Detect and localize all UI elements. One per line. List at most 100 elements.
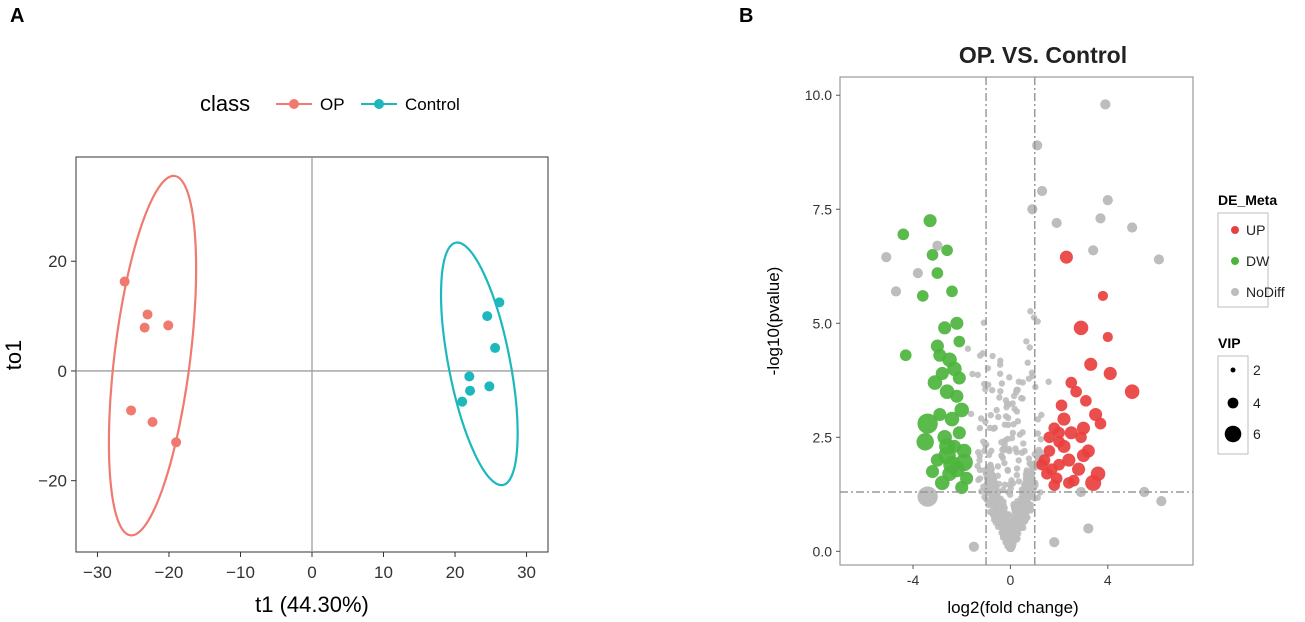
volcano-point-nodiff bbox=[994, 463, 1002, 470]
panel-a-y-tick-label: −20 bbox=[38, 472, 67, 491]
volcano-point-nodiff bbox=[1037, 436, 1045, 443]
panel-b-x-tick-label: 4 bbox=[1104, 572, 1112, 588]
panel-a-x-tick-label: 10 bbox=[374, 563, 393, 582]
volcano-point-nodiff bbox=[996, 394, 1003, 401]
panel-b-x-axis-label: log2(fold change) bbox=[947, 598, 1078, 617]
volcano-point-nodiff bbox=[996, 370, 1004, 377]
panel-b-x-tick-label: 0 bbox=[1007, 572, 1015, 588]
volcano-point-nodiff bbox=[1005, 445, 1013, 453]
volcano-point-nodiff bbox=[1014, 418, 1022, 425]
legend-b-color-title: DE_Meta bbox=[1218, 192, 1277, 208]
panel-a-y-tick-label: 0 bbox=[58, 362, 67, 381]
volcano-point-up bbox=[1057, 412, 1071, 426]
panel-a-point-control bbox=[464, 371, 475, 382]
panel-a-legend: class OP Control bbox=[200, 91, 460, 116]
legend-b-label-up: UP bbox=[1246, 222, 1265, 238]
volcano-point-nodiff bbox=[1021, 502, 1029, 509]
volcano-point-nodiff bbox=[1012, 520, 1020, 527]
volcano-point-nodiff bbox=[976, 457, 983, 464]
volcano-point-dw bbox=[946, 285, 958, 298]
legend-b-size-label: 6 bbox=[1253, 426, 1261, 442]
volcano-point-nodiff bbox=[1025, 455, 1033, 462]
volcano-point-nodiff bbox=[994, 516, 1001, 523]
volcano-point-nodiff bbox=[1037, 489, 1044, 496]
volcano-point-nodiff bbox=[986, 424, 994, 432]
volcano-point-nodiff bbox=[968, 541, 979, 552]
volcano-point-nodiff bbox=[881, 252, 892, 263]
volcano-point-up bbox=[1063, 477, 1075, 489]
volcano-point-nodiff bbox=[976, 424, 984, 432]
volcano-point-nodiff bbox=[1001, 459, 1008, 467]
volcano-point-nodiff bbox=[986, 463, 994, 470]
volcano-point-up bbox=[1043, 431, 1056, 444]
volcano-point-up bbox=[1076, 421, 1090, 435]
panel-b-title: OP. VS. Control bbox=[959, 42, 1127, 68]
volcano-point-nodiff bbox=[1022, 509, 1029, 517]
volcano-point-nodiff bbox=[1014, 386, 1021, 394]
volcano-point-dw bbox=[950, 316, 964, 330]
panel-a-point-op bbox=[147, 416, 158, 427]
volcano-point-nodiff bbox=[1083, 523, 1094, 534]
legend-a-entry-label: Control bbox=[405, 95, 460, 114]
volcano-point-nodiff bbox=[969, 370, 976, 378]
volcano-point-up bbox=[1055, 399, 1068, 412]
volcano-point-nodiff bbox=[1026, 488, 1033, 496]
volcano-point-nodiff bbox=[1026, 476, 1033, 484]
volcano-point-nodiff bbox=[1001, 481, 1009, 488]
volcano-point-dw bbox=[930, 453, 944, 467]
volcano-point-nodiff bbox=[932, 240, 943, 251]
volcano-point-up bbox=[1059, 250, 1073, 264]
volcano-point-nodiff bbox=[1156, 496, 1167, 507]
volcano-point-nodiff bbox=[1018, 449, 1026, 456]
legend-b-size-key bbox=[1227, 397, 1239, 409]
panel-a-x-tick-label: 0 bbox=[307, 563, 316, 582]
volcano-point-nodiff bbox=[1012, 505, 1023, 516]
panel-a-point-op bbox=[142, 309, 153, 320]
volcano-point-nodiff bbox=[1019, 429, 1026, 436]
volcano-point-nodiff bbox=[1024, 359, 1031, 366]
volcano-point-up bbox=[1097, 290, 1109, 302]
panel-b-plot-area bbox=[839, 76, 1194, 566]
volcano-point-nodiff bbox=[1018, 394, 1025, 402]
volcano-point-nodiff bbox=[975, 476, 982, 484]
panel-b-y-tick-label: 7.5 bbox=[813, 201, 833, 217]
volcano-point-nodiff bbox=[990, 507, 998, 514]
panel-b-y-tick-label: 5.0 bbox=[813, 315, 833, 331]
legend-b-key-dw bbox=[1231, 257, 1239, 265]
volcano-point-nodiff bbox=[1023, 338, 1030, 345]
panel-a-y-axis-label: to1 bbox=[1, 340, 26, 371]
panel-a-x-tick-label: −30 bbox=[83, 563, 112, 582]
volcano-point-nodiff bbox=[1001, 441, 1008, 448]
panel-a-point-control bbox=[490, 342, 501, 353]
legend-b-size-label: 4 bbox=[1253, 395, 1261, 411]
volcano-point-nodiff bbox=[1036, 185, 1048, 197]
volcano-point-nodiff bbox=[1020, 440, 1027, 447]
volcano-point-dw bbox=[917, 413, 938, 434]
volcano-point-nodiff bbox=[1009, 480, 1017, 487]
volcano-point-nodiff bbox=[1013, 448, 1020, 456]
volcano-point-dw bbox=[916, 433, 934, 451]
volcano-point-dw bbox=[927, 375, 943, 390]
panel-a-x-axis-label: t1 (44.30%) bbox=[255, 592, 369, 617]
panel-a-point-control bbox=[494, 297, 505, 308]
volcano-point-nodiff bbox=[1006, 545, 1013, 552]
volcano-point-dw bbox=[897, 228, 910, 241]
volcano-point-nodiff bbox=[1034, 494, 1041, 501]
volcano-point-nodiff bbox=[964, 345, 972, 352]
panel-a-ellipse-op bbox=[107, 174, 198, 537]
legend-b-size-key bbox=[1224, 425, 1242, 443]
volcano-point-up bbox=[1036, 458, 1048, 471]
volcano-point-up bbox=[1072, 462, 1086, 476]
volcano-point-dw bbox=[925, 464, 940, 479]
volcano-point-nodiff bbox=[999, 533, 1007, 540]
legend-b-color-box bbox=[1217, 212, 1269, 308]
volcano-point-nodiff bbox=[967, 410, 975, 418]
volcano-point-dw bbox=[899, 349, 912, 362]
legend-a-title: class bbox=[200, 91, 250, 116]
volcano-point-nodiff bbox=[978, 488, 985, 495]
panel-b-y-axis-label: -log10(pvalue) bbox=[764, 267, 783, 376]
volcano-point-nodiff bbox=[1002, 413, 1010, 420]
volcano-point-nodiff bbox=[890, 286, 902, 297]
volcano-point-nodiff bbox=[1013, 408, 1021, 415]
